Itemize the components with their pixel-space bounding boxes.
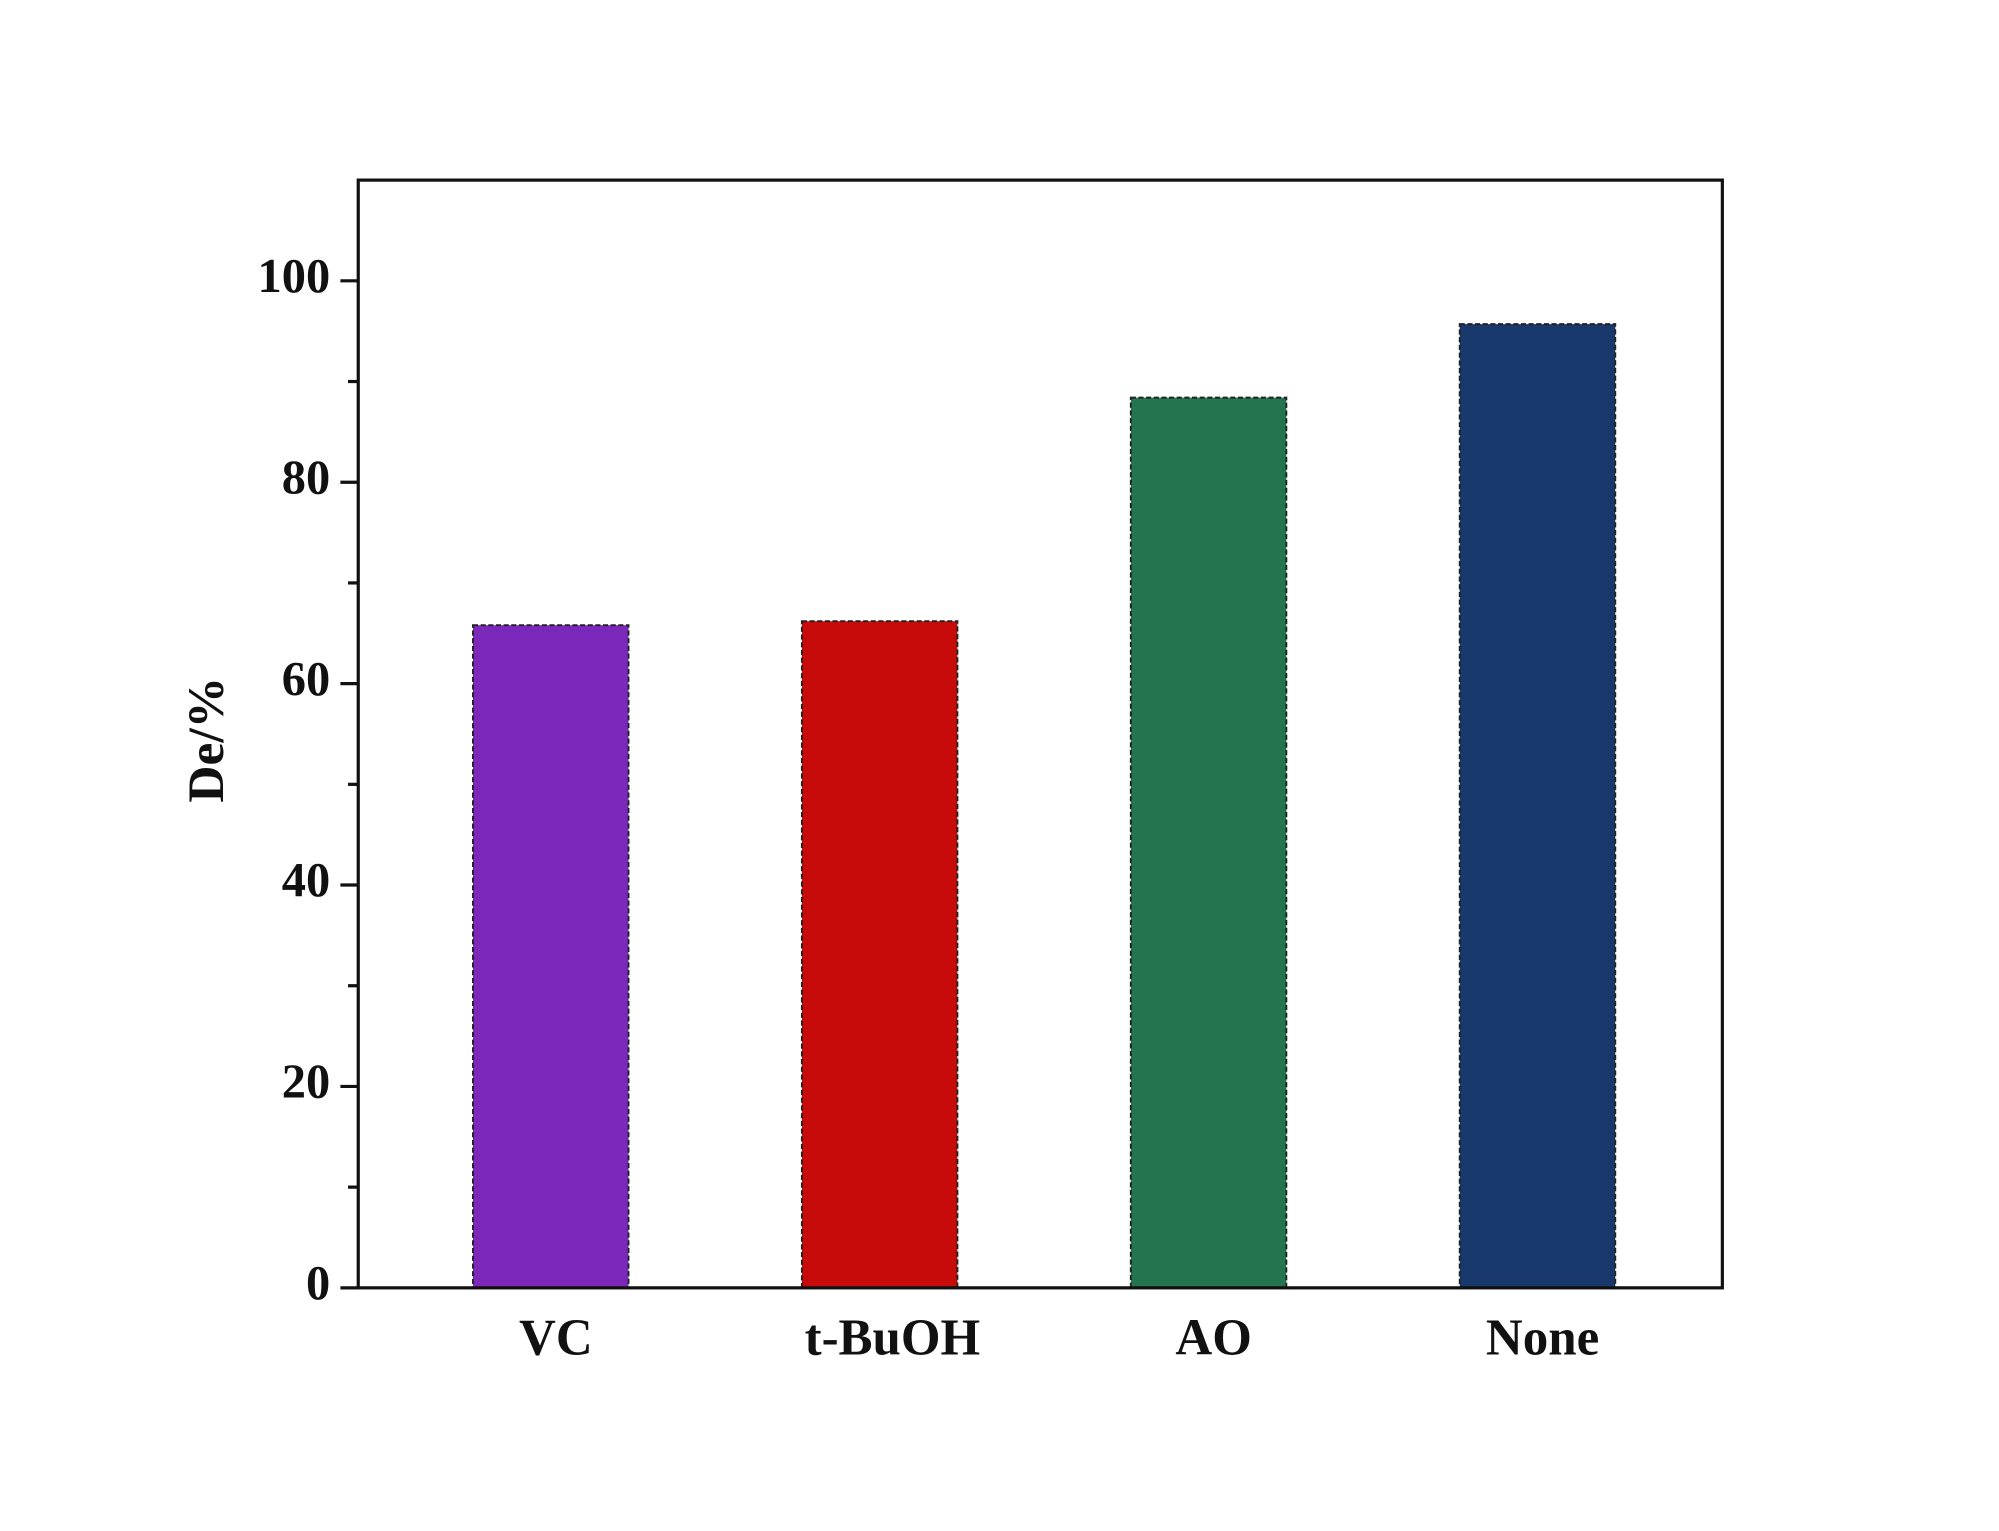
y-axis-label: De/% xyxy=(178,677,235,803)
bar xyxy=(472,624,630,1289)
y-tick-label: 0 xyxy=(306,1256,330,1310)
x-tick-label: AO xyxy=(1175,1310,1251,1367)
plot-frame xyxy=(356,178,1724,1290)
x-tick-label: None xyxy=(1486,1310,1599,1367)
y-tick-label: 40 xyxy=(282,853,330,907)
y-tick-label: 60 xyxy=(282,652,330,706)
y-tick-label: 80 xyxy=(282,450,330,504)
y-tick-label: 100 xyxy=(258,249,331,303)
bar xyxy=(1129,396,1288,1289)
x-tick-label: VC xyxy=(519,1310,593,1367)
bar xyxy=(1458,323,1617,1289)
bar xyxy=(800,620,959,1289)
y-tick-label: 20 xyxy=(282,1054,330,1108)
x-tick-label: t-BuOH xyxy=(805,1310,981,1367)
